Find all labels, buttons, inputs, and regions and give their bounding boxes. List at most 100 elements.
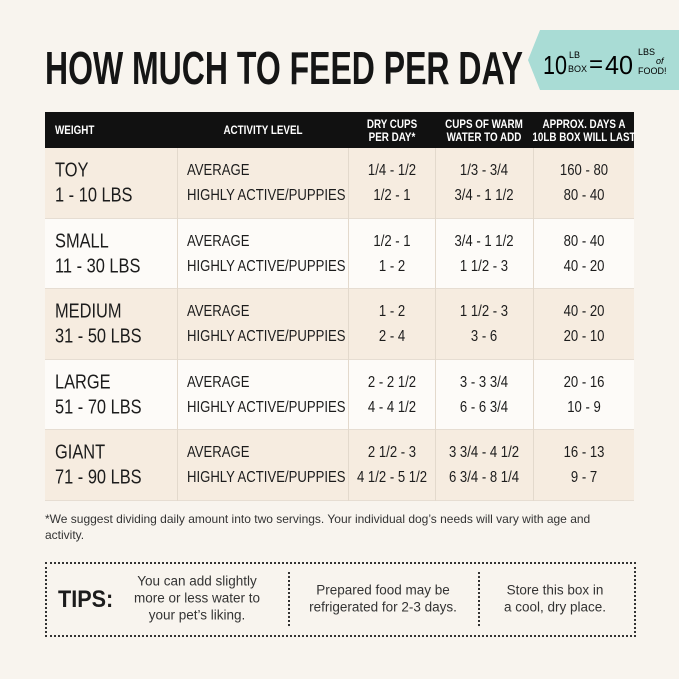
weight-size: SMALL (55, 230, 109, 253)
cell-border (177, 218, 178, 290)
badge-unit: BOX (568, 64, 587, 74)
amount: 6 3/4 - 8 1/4 (448, 469, 520, 487)
tip-text: refrigerated for 2-3 days. (309, 599, 457, 614)
cell-border (435, 289, 436, 360)
amount: 40 - 20 (563, 303, 604, 321)
badge-bg (528, 30, 679, 90)
cell-border (533, 218, 534, 290)
column-header: 10LB BOX WILL LAST (531, 129, 636, 144)
amount: 1/2 - 1 (372, 187, 411, 204)
amount: 1 1/2 - 3 (459, 303, 509, 321)
title: HOW MUCH TO FEED PER DAY (45, 42, 523, 94)
column-header: CUPS OF WARM (445, 116, 523, 131)
row (45, 218, 634, 290)
amount: 3 3/4 - 4 1/2 (448, 444, 520, 462)
cell-border (177, 430, 178, 501)
amount: 80 - 40 (563, 232, 604, 250)
divider (478, 572, 480, 626)
amount: 2 - 4 (378, 328, 405, 346)
weight-range: 71 - 90 LBS (55, 466, 142, 489)
row (45, 359, 634, 431)
tip-text: more or less water to (133, 590, 261, 606)
badge-num: 40 (605, 50, 633, 80)
amount: 1/3 - 3/4 (459, 162, 509, 179)
tip-text: your pet’s liking. (148, 607, 246, 623)
weight-range: 31 - 50 LBS (55, 325, 142, 348)
amount: 4 - 4 1/2 (367, 398, 416, 416)
weight-size: GIANT (55, 441, 106, 464)
amount: 80 - 40 (563, 187, 604, 204)
activity: AVERAGE (187, 232, 250, 250)
cell-border (177, 359, 178, 431)
amount: 10 - 9 (566, 398, 601, 416)
activity: HIGHLY ACTIVE/PUPPIES (187, 257, 346, 275)
amount: 6 - 6 3/4 (459, 398, 509, 416)
badge-unit: FOOD! (638, 66, 667, 76)
cell-border (435, 148, 436, 219)
column-header: PER DAY* (368, 129, 415, 144)
cell-border (348, 289, 349, 360)
tip-text: You can add slightly (137, 573, 257, 589)
weight-range: 1 - 10 LBS (55, 184, 133, 207)
tips-box (45, 562, 636, 637)
amount: 3/4 - 1 1/2 (454, 232, 514, 250)
amount: 1 - 2 (378, 257, 405, 275)
column-header: WEIGHT (55, 123, 95, 137)
footnote: *We suggest dividing daily amount into t… (45, 512, 591, 542)
amount: 1 - 2 (378, 303, 405, 321)
badge-num: 10 (543, 50, 567, 80)
amount: 4 1/2 - 5 1/2 (356, 469, 427, 487)
cell-border (533, 289, 534, 360)
badge-unit: of (656, 56, 665, 66)
activity: HIGHLY ACTIVE/PUPPIES (187, 328, 346, 346)
cell-border (435, 218, 436, 290)
amount: 3 - 3 3/4 (459, 373, 509, 391)
tip-text: a cool, dry place. (503, 599, 607, 614)
activity: AVERAGE (187, 303, 250, 321)
weight-range: 11 - 30 LBS (55, 255, 141, 278)
cell-border (435, 359, 436, 431)
activity: HIGHLY ACTIVE/PUPPIES (187, 398, 346, 416)
row (45, 289, 634, 360)
row (45, 430, 634, 501)
badge-eq: = (589, 51, 603, 78)
badge-unit: LB (569, 50, 580, 60)
cell-border (348, 359, 349, 431)
tip-text: Prepared food may be (316, 582, 450, 597)
amount: 20 - 10 (563, 328, 604, 346)
header-row (45, 112, 634, 148)
weight-size: TOY (55, 159, 89, 182)
tip-text: Store this box in (506, 582, 604, 597)
badge-unit: LBS (638, 47, 655, 57)
amount: 1/4 - 1/2 (367, 162, 416, 179)
column-header: DRY CUPS (366, 116, 417, 131)
row (45, 148, 634, 219)
cell-border (533, 430, 534, 501)
amount: 3/4 - 1 1/2 (454, 187, 514, 204)
cell-border (533, 148, 534, 219)
weight-range: 51 - 70 LBS (55, 396, 142, 419)
cell-border (533, 359, 534, 431)
amount: 2 - 2 1/2 (367, 373, 416, 391)
weight-size: MEDIUM (55, 300, 122, 323)
amount: 1 1/2 - 3 (459, 257, 509, 275)
amount: 40 - 20 (563, 257, 604, 275)
activity: AVERAGE (187, 444, 250, 462)
activity: HIGHLY ACTIVE/PUPPIES (187, 469, 346, 487)
activity: HIGHLY ACTIVE/PUPPIES (187, 187, 346, 204)
amount: 20 - 16 (563, 373, 604, 391)
amount: 160 - 80 (559, 162, 608, 179)
tips-label: TIPS: (58, 586, 114, 613)
amount: 16 - 13 (563, 444, 604, 462)
column-header: APPROX. DAYS A (542, 116, 625, 131)
cell-border (348, 218, 349, 290)
cell-border (348, 430, 349, 501)
activity: AVERAGE (187, 162, 250, 179)
cell-border (348, 148, 349, 219)
cell-border (177, 289, 178, 360)
cell-border (435, 430, 436, 501)
column-header: ACTIVITY LEVEL (222, 123, 303, 137)
header: HOW MUCH TO FEED PER DAY 10 LB BOX = 40 … (45, 30, 679, 94)
amount: 3 - 6 (470, 328, 498, 346)
